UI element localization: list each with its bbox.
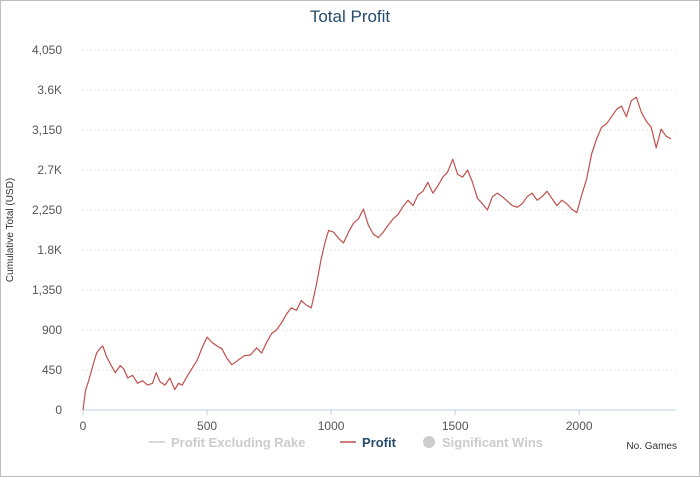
y-axis-ticks: 0 450 900 1,350 1.8K 2,250 2.7K 3,150 3.6K 4,050 xyxy=(32,43,62,417)
x-axis-label: No. Games xyxy=(626,441,677,452)
legend-item[interactable]: Profit xyxy=(340,435,397,450)
legend-item[interactable]: Significant Wins xyxy=(423,435,543,450)
y-axis-label: Cumulative Total (USD) xyxy=(5,178,16,282)
y-tick-label: 2,250 xyxy=(32,203,62,217)
y-tick-label: 450 xyxy=(42,363,62,377)
x-tick-label: 2000 xyxy=(566,419,593,433)
series-group xyxy=(82,96,672,411)
y-tick-label: 2.7K xyxy=(37,163,62,177)
series-line-profit xyxy=(82,96,672,411)
legend-item[interactable]: Profit Excluding Rake xyxy=(149,435,305,450)
x-tick-label: 0 xyxy=(80,419,87,433)
x-tick-label: 1000 xyxy=(318,419,345,433)
y-tick-label: 900 xyxy=(42,323,62,337)
y-tick-label: 3,150 xyxy=(32,123,62,137)
grid-lines xyxy=(83,49,676,371)
legend-label: Significant Wins xyxy=(442,435,543,450)
y-tick-label: 1.8K xyxy=(37,243,62,257)
y-tick-label: 1,350 xyxy=(32,283,62,297)
y-tick-label: 3.6K xyxy=(37,83,62,97)
legend: Profit Excluding Rake Profit Significant W… xyxy=(149,435,543,450)
x-tick-label: 500 xyxy=(197,419,217,433)
legend-label: Profit xyxy=(362,435,397,450)
legend-marker xyxy=(423,436,435,448)
y-tick-label: 0 xyxy=(55,403,62,417)
x-axis-ticks: 0 500 1000 1500 2000 xyxy=(80,410,593,433)
chart-title: Total Profit xyxy=(309,7,391,26)
x-tick-label: 1500 xyxy=(442,419,469,433)
legend-label: Profit Excluding Rake xyxy=(171,435,305,450)
y-tick-label: 4,050 xyxy=(32,43,62,57)
